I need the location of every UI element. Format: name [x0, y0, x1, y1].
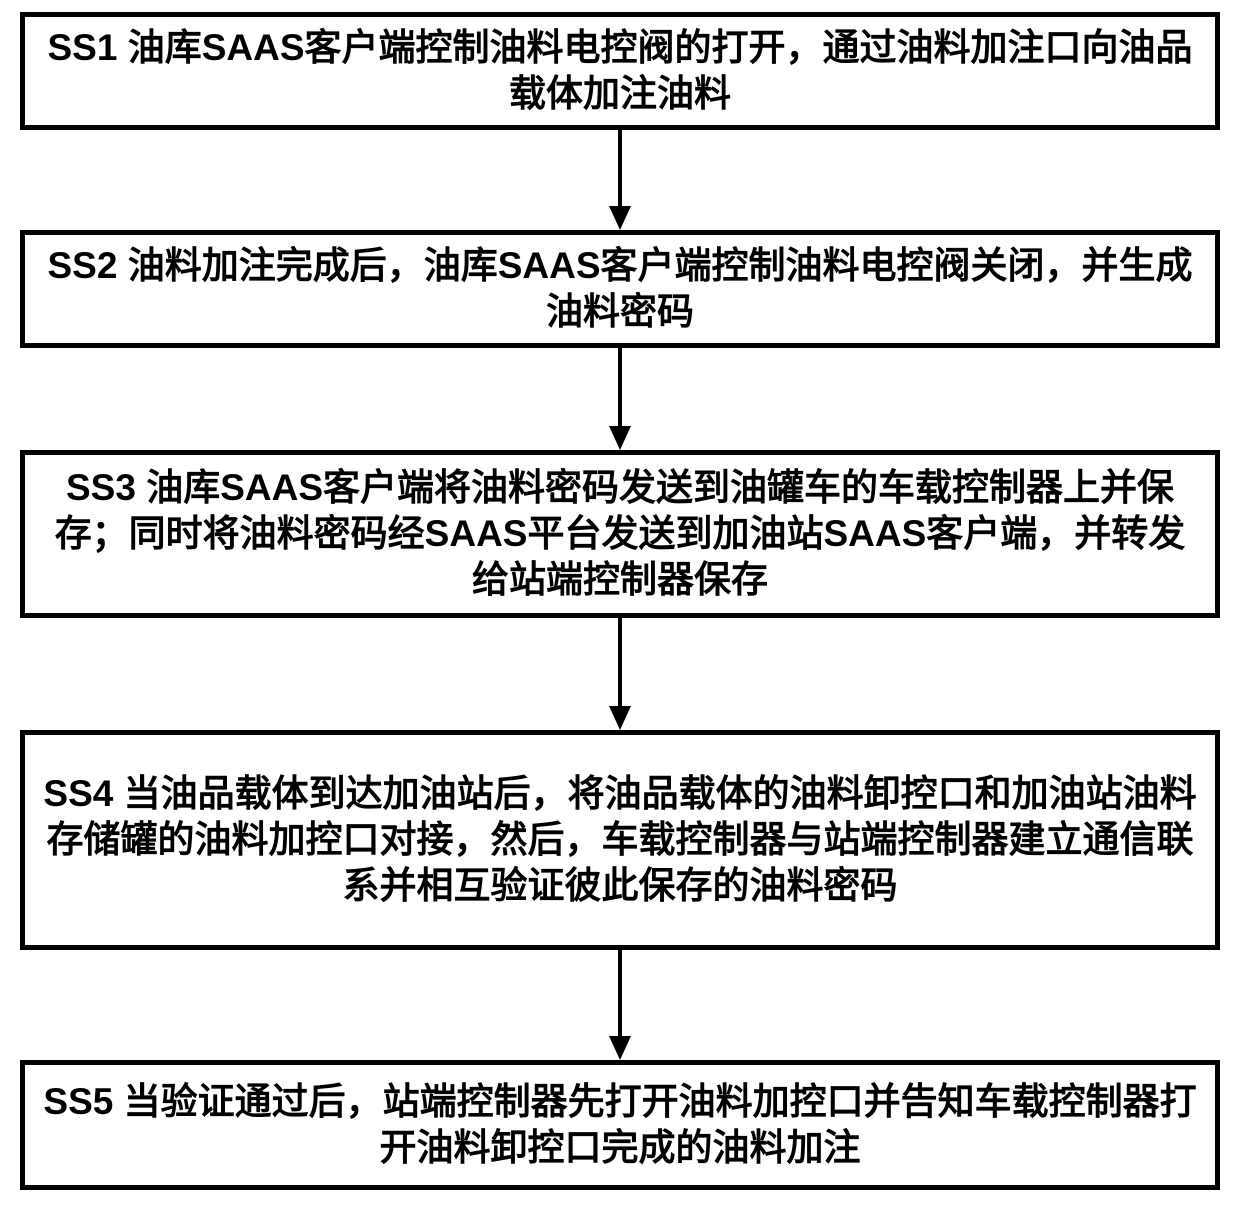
- arrow-line: [618, 130, 622, 206]
- arrow-head-icon: [609, 706, 631, 730]
- flow-step-ss5: SS5 当验证通过后，站端控制器先打开油料加控口并告知车载控制器打开油料卸控口完…: [20, 1060, 1220, 1190]
- arrow-head-icon: [609, 206, 631, 230]
- flow-step-ss4: SS4 当油品载体到达加油站后，将油品载体的油料卸控口和加油站油料存储罐的油料加…: [20, 730, 1220, 950]
- arrow-line: [618, 348, 622, 426]
- flow-step-ss2: SS2 油料加注完成后，油库SAAS客户端控制油料电控阀关闭，并生成油料密码: [20, 230, 1220, 348]
- flow-step-ss3: SS3 油库SAAS客户端将油料密码发送到油罐车的车载控制器上并保存；同时将油料…: [20, 450, 1220, 618]
- arrow-head-icon: [609, 1036, 631, 1060]
- flow-step-ss1: SS1 油库SAAS客户端控制油料电控阀的打开，通过油料加注口向油品载体加注油料: [20, 12, 1220, 130]
- arrow-head-icon: [609, 426, 631, 450]
- arrow-line: [618, 618, 622, 706]
- flowchart-canvas: SS1 油库SAAS客户端控制油料电控阀的打开，通过油料加注口向油品载体加注油料…: [0, 0, 1240, 1210]
- arrow-line: [618, 950, 622, 1036]
